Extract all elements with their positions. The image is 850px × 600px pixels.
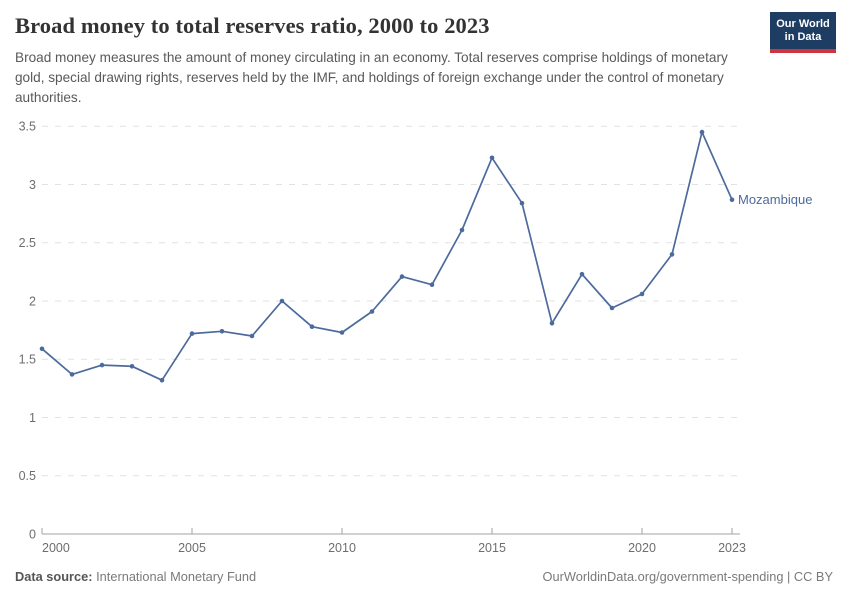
data-point-mozambique-2013[interactable] [429,282,435,288]
y-tick-label-1: 1 [29,411,36,425]
owid-logo-line2: in Data [784,31,822,43]
page-title: Broad money to total reserves ratio, 200… [15,13,490,38]
data-source-label: Data source: [15,569,93,584]
chart-header: Broad money to total reserves ratio, 200… [15,13,760,108]
y-tick-label-3: 3 [29,178,36,192]
x-tick-label-2020: 2020 [628,541,656,555]
data-source: Data source: International Monetary Fund [15,569,256,584]
data-point-mozambique-2011[interactable] [369,309,375,314]
data-point-mozambique-2021[interactable] [669,252,675,257]
data-point-mozambique-2022[interactable] [699,129,705,135]
data-point-mozambique-2000[interactable] [39,346,45,352]
series-line-mozambique[interactable] [41,131,733,382]
data-point-mozambique-2005[interactable] [189,331,195,336]
data-point-mozambique-2019[interactable] [609,305,615,311]
x-tick-label-2005: 2005 [178,541,206,555]
data-point-mozambique-2009[interactable] [309,324,315,330]
data-point-mozambique-2004[interactable] [159,377,165,383]
y-tick-label-3.5: 3.5 [19,120,36,134]
x-tick-label-2010: 2010 [328,541,356,555]
y-tick-label-2: 2 [29,294,36,308]
data-point-mozambique-2015[interactable] [489,155,495,161]
x-tick-label-2015: 2015 [478,541,506,555]
data-source-value: International Monetary Fund [96,569,257,584]
data-point-mozambique-2010[interactable] [339,330,345,335]
data-point-mozambique-2003[interactable] [129,364,135,369]
series-end-label-mozambique[interactable]: Mozambique [738,192,812,207]
data-point-mozambique-2008[interactable] [279,298,285,304]
data-point-mozambique-2006[interactable] [219,329,225,334]
data-point-mozambique-2023[interactable] [729,197,735,202]
data-point-mozambique-2016[interactable] [519,200,525,206]
data-point-mozambique-2014[interactable] [459,227,465,233]
y-tick-label-1.5: 1.5 [19,353,36,367]
data-point-mozambique-2001[interactable] [69,372,75,377]
y-tick-label-0.5: 0.5 [19,469,36,483]
data-point-mozambique-2017[interactable] [549,320,555,326]
data-point-mozambique-2007[interactable] [249,333,255,339]
data-point-mozambique-2018[interactable] [579,271,585,277]
y-tick-label-2.5: 2.5 [19,236,36,250]
data-point-mozambique-2012[interactable] [399,274,405,279]
owid-logo-line1: Our World [776,18,830,30]
x-tick-label-2000: 2000 [42,541,70,555]
owid-logo[interactable]: Our World in Data [770,12,836,53]
data-point-mozambique-2020[interactable] [639,291,645,297]
chart-footer: Data source: International Monetary Fund… [15,569,833,584]
credit-link[interactable]: OurWorldinData.org/government-spending |… [542,569,833,584]
y-tick-label-0: 0 [29,527,36,541]
x-tick-label-2023: 2023 [718,541,746,555]
chart-subtitle: Broad money measures the amount of money… [15,50,728,105]
data-point-mozambique-2002[interactable] [99,362,105,368]
